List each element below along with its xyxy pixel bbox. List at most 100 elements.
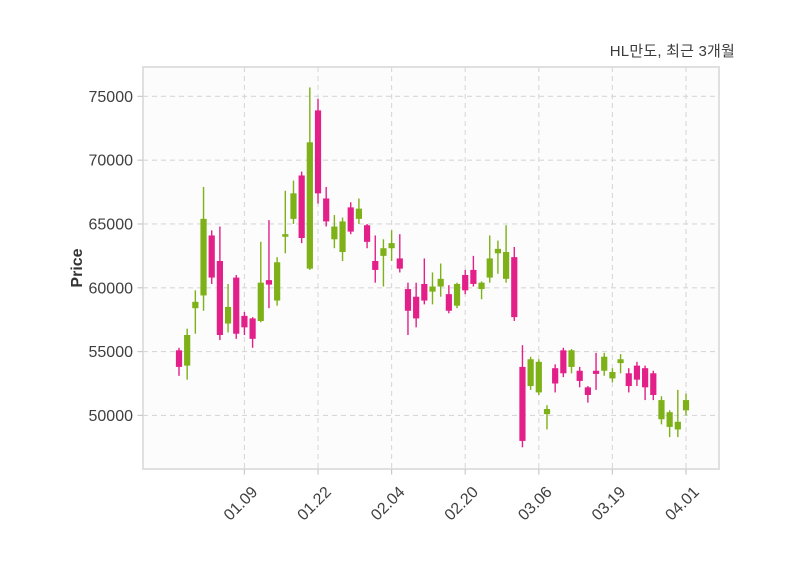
candle-up xyxy=(543,405,551,430)
candle-up xyxy=(306,87,313,270)
candle-body xyxy=(233,277,240,334)
candle-body xyxy=(486,258,493,278)
candle-down xyxy=(511,246,518,321)
candle-body xyxy=(650,373,657,395)
candle-down xyxy=(323,186,330,227)
candle-up xyxy=(502,225,510,283)
candle-body xyxy=(445,294,452,311)
candle-down xyxy=(396,234,403,273)
candle-up xyxy=(666,410,673,438)
x-tick-label: 03.19 xyxy=(589,484,629,524)
candle-wick xyxy=(423,258,426,305)
candle-body xyxy=(666,412,673,427)
candle-up xyxy=(478,281,485,300)
candle-up xyxy=(429,272,436,305)
candle-body xyxy=(552,368,559,384)
y-tick-label: 60000 xyxy=(89,280,134,297)
candle-up xyxy=(380,239,387,287)
candle-body xyxy=(265,280,273,285)
candle-down xyxy=(642,365,649,401)
candle-down xyxy=(650,370,657,401)
candle-body xyxy=(380,248,387,256)
candle-down xyxy=(216,226,223,341)
candle-body xyxy=(494,248,502,254)
candle-body xyxy=(282,234,289,237)
y-tick-label: 55000 xyxy=(89,344,134,361)
candle-body xyxy=(192,301,199,309)
candle-body xyxy=(617,359,624,364)
candle-body xyxy=(535,361,542,393)
chart-title: HL만도, 최근 3개월 xyxy=(609,43,735,60)
candle-up xyxy=(200,186,207,311)
candle-body xyxy=(592,370,600,374)
candle-down xyxy=(298,171,305,244)
candle-down xyxy=(372,235,379,283)
candle-body xyxy=(633,365,641,380)
candle-down xyxy=(404,282,412,335)
candle-up xyxy=(658,396,665,425)
candle-up xyxy=(257,241,264,323)
candle-body xyxy=(601,356,608,371)
candle-wick xyxy=(619,354,622,374)
candle-down xyxy=(552,364,559,393)
candle-body xyxy=(241,315,248,328)
y-tick-label: 65000 xyxy=(89,216,134,233)
candle-up xyxy=(486,235,493,283)
candle-up xyxy=(494,240,502,274)
candle-body xyxy=(184,335,191,366)
candle-down xyxy=(175,347,183,376)
candle-body xyxy=(568,350,575,367)
candle-down xyxy=(633,361,641,387)
candle-body xyxy=(200,218,207,296)
y-tick-label: 75000 xyxy=(89,89,134,106)
candle-body xyxy=(331,226,338,240)
x-tick-label: 02.04 xyxy=(368,484,408,524)
candle-down xyxy=(314,98,322,204)
candle-body xyxy=(372,260,379,270)
candle-down xyxy=(241,312,248,335)
candle-down xyxy=(445,285,452,314)
candle-up xyxy=(601,352,608,376)
candle-up xyxy=(617,354,624,374)
candle-up xyxy=(682,393,690,416)
candle-wick xyxy=(382,239,385,287)
candle-body xyxy=(453,283,461,306)
candle-down xyxy=(584,386,591,403)
candle-up xyxy=(282,190,289,254)
candle-body xyxy=(682,400,690,411)
candle-wick xyxy=(399,234,401,273)
candle-up xyxy=(535,359,542,395)
candle-body xyxy=(306,142,313,269)
candle-body xyxy=(576,370,583,381)
candle-down xyxy=(233,275,240,339)
candle-body xyxy=(502,252,510,279)
x-tick-label: 04.01 xyxy=(662,484,702,524)
candle-body xyxy=(224,306,232,324)
candle-wick xyxy=(374,235,376,283)
candle-body xyxy=(429,286,436,292)
y-tick-label: 50000 xyxy=(89,408,134,425)
candle-wick xyxy=(194,290,197,334)
candle-up xyxy=(192,290,199,334)
candle-body xyxy=(470,269,477,284)
candle-up xyxy=(437,263,444,297)
candle-up xyxy=(224,283,232,333)
candle-down xyxy=(347,202,354,235)
candle-body xyxy=(249,318,256,339)
candle-wick xyxy=(677,389,679,438)
candle-up xyxy=(674,389,681,438)
candle-down xyxy=(265,220,273,309)
candle-down xyxy=(576,366,583,388)
candle-wick xyxy=(268,220,270,309)
candle-body xyxy=(527,359,534,387)
candle-body xyxy=(314,110,322,194)
candle-wick xyxy=(480,281,483,300)
candle-up xyxy=(355,198,363,224)
candle-down xyxy=(592,352,600,390)
candle-up xyxy=(339,217,346,261)
candle-body xyxy=(363,225,371,242)
candle-body xyxy=(323,198,330,222)
candle-down xyxy=(462,269,469,295)
candle-down xyxy=(560,347,567,378)
